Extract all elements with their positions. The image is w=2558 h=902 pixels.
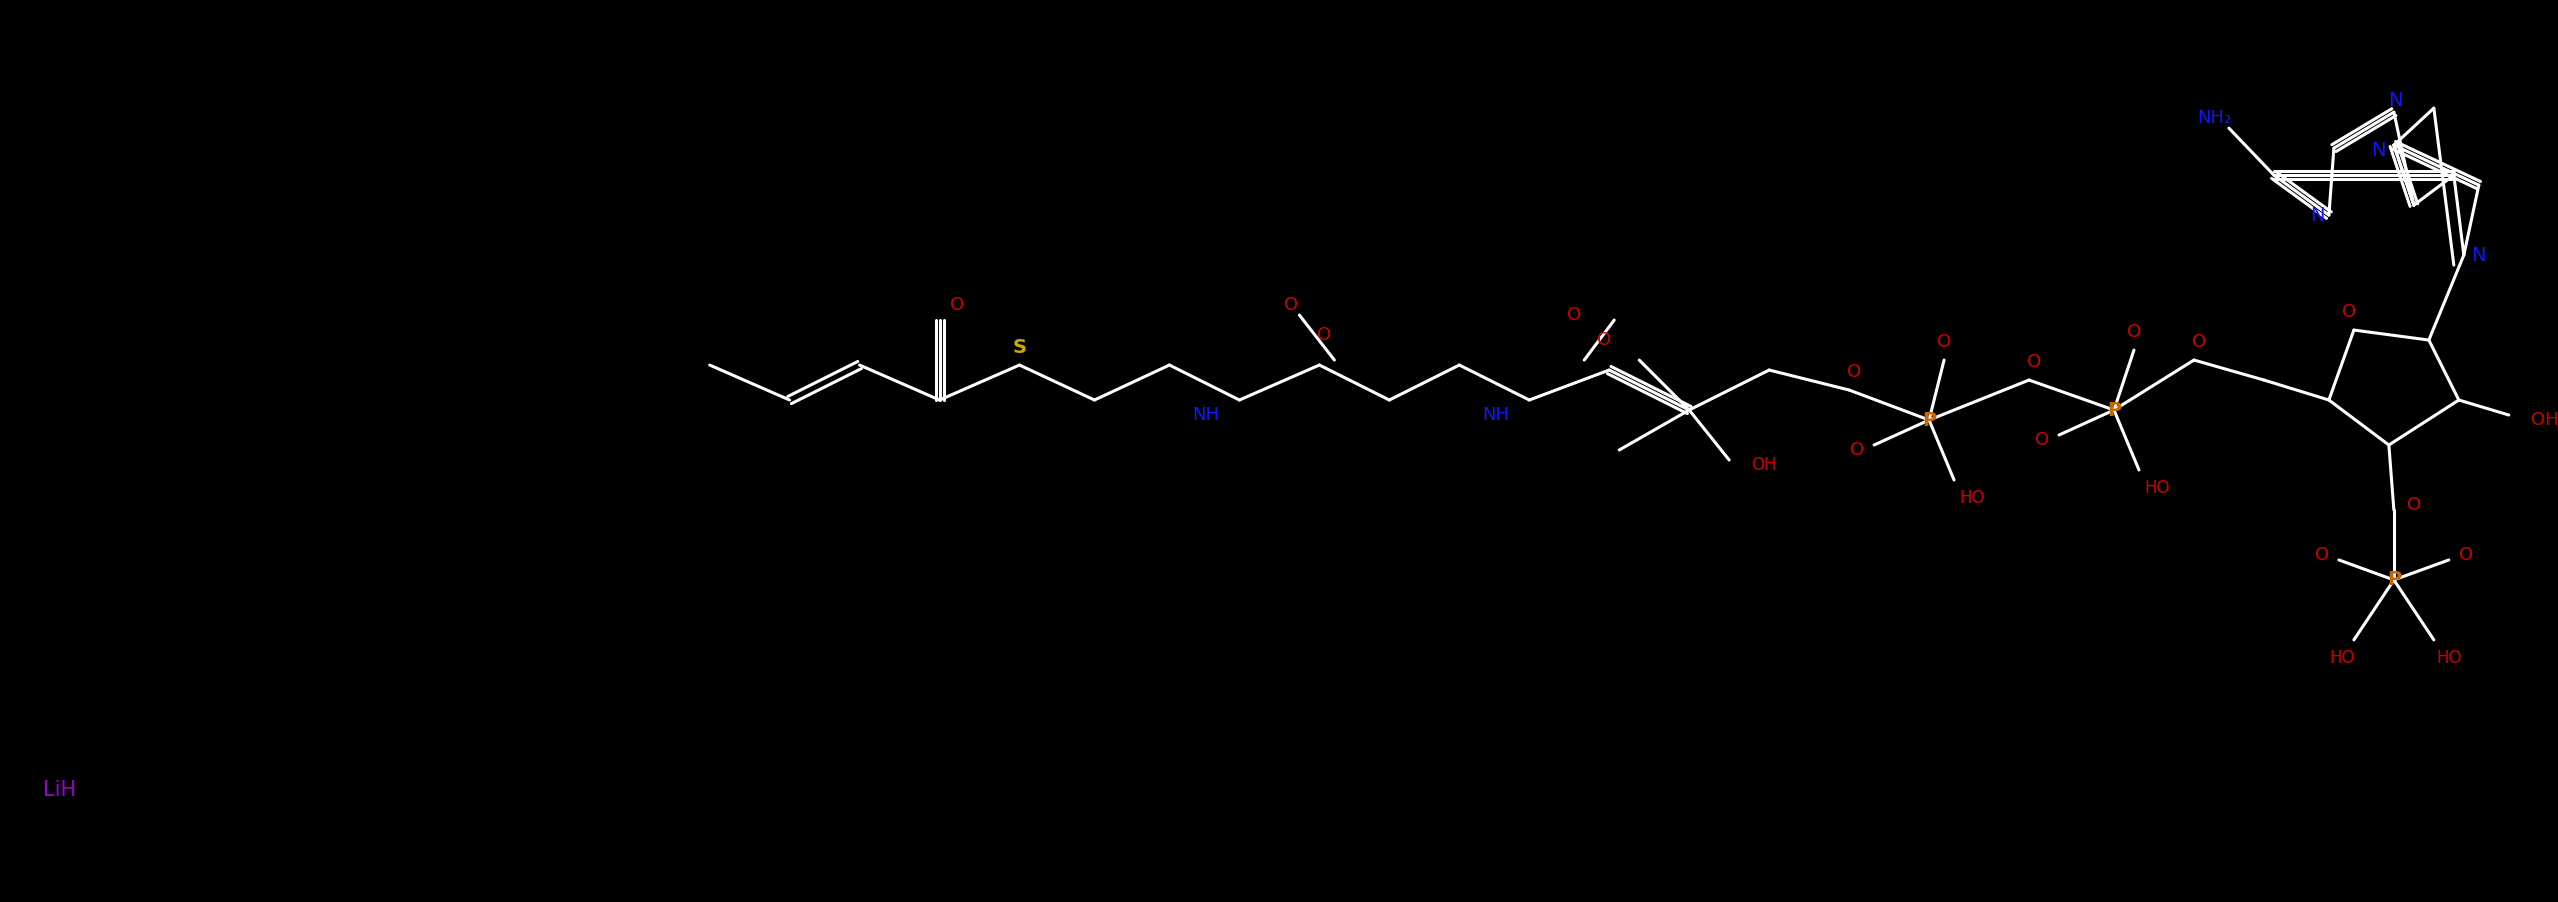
Text: P: P	[1921, 410, 1936, 429]
Text: NH: NH	[1481, 406, 1509, 424]
Text: O: O	[952, 296, 964, 314]
Text: O: O	[2315, 546, 2328, 564]
Text: LiH: LiH	[43, 780, 77, 800]
Text: NH₂: NH₂	[2197, 109, 2231, 127]
Text: HO: HO	[1959, 489, 1985, 507]
Text: P: P	[2387, 570, 2402, 589]
Text: O: O	[2036, 431, 2049, 449]
Text: HO: HO	[2330, 649, 2356, 667]
Text: OH: OH	[2530, 411, 2558, 429]
Text: O: O	[1317, 326, 1330, 344]
Text: P: P	[2108, 400, 2121, 419]
Text: O: O	[2407, 496, 2420, 514]
Text: N: N	[2371, 141, 2387, 160]
Text: O: O	[2192, 333, 2205, 351]
Text: O: O	[1568, 306, 1581, 324]
Text: HO: HO	[2144, 479, 2169, 497]
Text: N: N	[2471, 245, 2486, 264]
Text: HO: HO	[2435, 649, 2461, 667]
Text: O: O	[2126, 323, 2141, 341]
Text: NH: NH	[1192, 406, 1220, 424]
Text: O: O	[1936, 333, 1952, 351]
Text: O: O	[1849, 441, 1865, 459]
Text: N: N	[2389, 91, 2402, 110]
Text: O: O	[2341, 303, 2356, 321]
Text: O: O	[1596, 331, 1612, 349]
Text: O: O	[1284, 296, 1299, 314]
Text: N: N	[2310, 206, 2325, 225]
Text: O: O	[2458, 546, 2474, 564]
Text: O: O	[2026, 353, 2041, 371]
Text: O: O	[1847, 363, 1862, 381]
Text: S: S	[1013, 337, 1026, 356]
Text: OH: OH	[1752, 456, 1778, 474]
